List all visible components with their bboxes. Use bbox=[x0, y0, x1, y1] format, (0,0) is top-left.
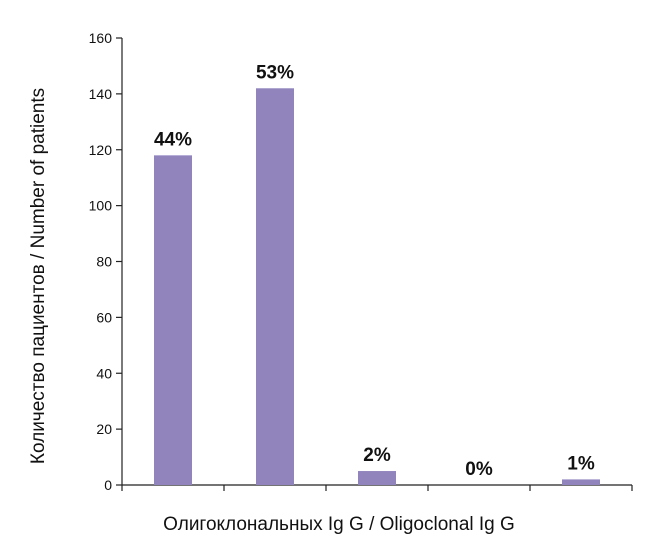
bar-data-label: 1% bbox=[567, 453, 595, 474]
bar-data-label: 44% bbox=[154, 129, 192, 150]
bar bbox=[358, 471, 396, 485]
y-tick-label: 120 bbox=[89, 142, 113, 158]
x-axis-title: Олигоклональных Ig G / Oligoclonal Ig G bbox=[163, 514, 515, 535]
x-axis bbox=[121, 484, 633, 491]
y-axis-title: Количество пациентов / Number of patient… bbox=[28, 88, 49, 464]
y-tick-label: 100 bbox=[89, 198, 113, 214]
y-tick-label: 20 bbox=[96, 421, 112, 437]
y-tick-label: 0 bbox=[104, 477, 112, 493]
y-tick-label: 60 bbox=[96, 309, 112, 325]
y-tick-label: 80 bbox=[96, 254, 112, 270]
bar bbox=[154, 155, 192, 485]
bar bbox=[562, 479, 600, 485]
y-axis: 0 20 40 60 80 100 120 140 160 bbox=[89, 30, 123, 493]
y-tick-label: 160 bbox=[89, 30, 113, 46]
bars bbox=[154, 88, 600, 485]
bar-data-label: 2% bbox=[363, 445, 391, 466]
bar bbox=[256, 88, 294, 485]
y-tick-label: 40 bbox=[96, 365, 112, 381]
bar-data-label: 53% bbox=[256, 62, 294, 83]
y-tick-label: 140 bbox=[89, 86, 113, 102]
bar-labels: 44% 53% 2% 0% 1% bbox=[154, 62, 595, 480]
bar-data-label: 0% bbox=[465, 459, 493, 480]
